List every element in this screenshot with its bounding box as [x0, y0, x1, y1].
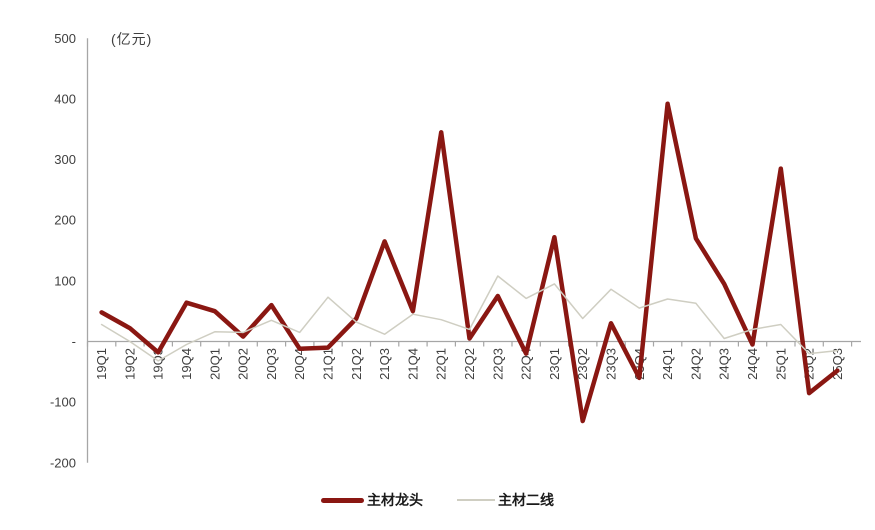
- y-tick-label: 200: [54, 213, 76, 228]
- y-tick-label: 300: [54, 152, 76, 167]
- x-tick-label: 22Q3: [490, 348, 505, 380]
- x-tick-label: 21Q1: [321, 348, 336, 380]
- x-tick-label: 19Q4: [179, 348, 194, 380]
- y-tick-label: -200: [50, 455, 76, 470]
- series-line-1: [100, 275, 839, 362]
- x-tick-label: 19Q2: [122, 348, 137, 380]
- legend-label-second-tier: 主材二线: [498, 492, 554, 508]
- x-tick-label: 21Q2: [349, 348, 364, 380]
- x-tick-label: 19Q1: [94, 348, 109, 380]
- x-tick-label: 24Q2: [688, 348, 703, 380]
- x-tick-label: 24Q3: [717, 348, 732, 380]
- x-tick-label: 20Q3: [264, 348, 279, 380]
- x-tick-label: 20Q2: [236, 348, 251, 380]
- legend: 主材龙头 主材二线: [0, 490, 875, 510]
- x-tick-label: 23Q3: [604, 348, 619, 380]
- series-line-0: [99, 101, 840, 424]
- legend-item-leader: 主材龙头: [321, 490, 423, 510]
- y-tick-label: -100: [50, 395, 76, 410]
- legend-line-swatch-leader: [321, 497, 364, 503]
- x-tick-label: 22Q4: [519, 348, 534, 380]
- y-axis-unit-label: (亿元): [111, 31, 153, 47]
- y-tick-label: 100: [54, 273, 76, 288]
- x-tick-label: 19Q3: [151, 348, 166, 380]
- x-tick-label: 23Q1: [547, 348, 562, 380]
- y-tick-label: 400: [54, 91, 76, 106]
- legend-item-second-tier: 主材二线: [457, 490, 554, 510]
- x-tick-label: 24Q4: [745, 348, 760, 380]
- y-tick-label: -: [72, 334, 76, 349]
- x-tick-label: 22Q1: [434, 348, 449, 380]
- x-tick-label: 23Q2: [575, 348, 590, 380]
- legend-line-swatch-second-tier: [457, 499, 495, 501]
- x-tick-label: 25Q1: [773, 348, 788, 380]
- x-tick-label: 21Q3: [377, 348, 392, 380]
- x-tick-label: 20Q4: [292, 348, 307, 380]
- x-tick-label: 21Q4: [405, 348, 420, 380]
- x-tick-label: 20Q1: [207, 348, 222, 380]
- x-tick-label: 22Q2: [462, 348, 477, 380]
- legend-label-leader: 主材龙头: [367, 492, 423, 508]
- y-tick-label: 500: [54, 31, 76, 46]
- x-tick-label: 24Q1: [660, 348, 675, 380]
